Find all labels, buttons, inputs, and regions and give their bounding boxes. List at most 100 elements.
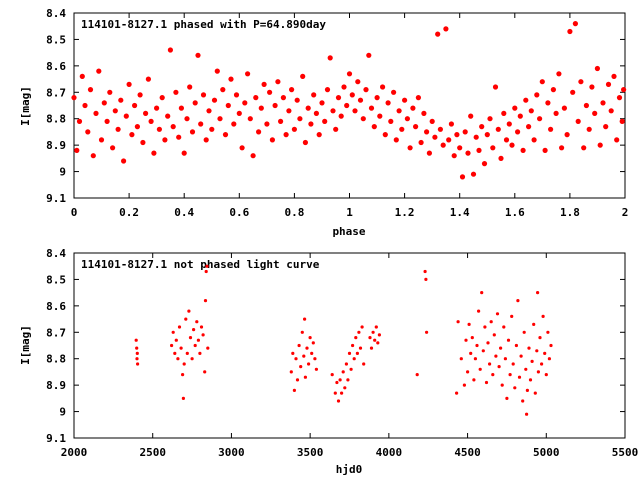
data-point-top [123, 113, 129, 119]
data-point-top [487, 116, 493, 122]
y-tick-label: 8.9 [46, 139, 66, 152]
data-point-bottom [181, 373, 185, 377]
data-point-top [132, 102, 138, 109]
data-point-top [484, 132, 490, 138]
data-point-bottom [530, 359, 534, 363]
x-tick-label: 1.8 [560, 206, 580, 219]
data-point-top [435, 31, 441, 37]
data-point-bottom [173, 351, 177, 355]
data-point-bottom [198, 351, 202, 355]
data-point-top [454, 132, 460, 138]
data-point-top [470, 171, 477, 177]
data-point-top [429, 118, 435, 124]
data-point-top [101, 100, 107, 106]
data-point-top [217, 116, 223, 122]
data-point-top [311, 92, 317, 98]
data-point-top [148, 118, 154, 124]
data-point-top [531, 137, 537, 143]
data-point-top [509, 142, 515, 148]
data-point-bottom [464, 338, 468, 342]
data-points-bottom [134, 264, 553, 416]
data-point-bottom [508, 373, 512, 377]
data-point-top [335, 95, 342, 101]
data-point-bottom [499, 346, 503, 350]
data-point-bottom [206, 346, 210, 350]
data-point-bottom [543, 351, 547, 355]
data-point-top [426, 150, 432, 156]
data-point-top [258, 105, 264, 111]
data-point-bottom [470, 336, 474, 340]
data-point-bottom [170, 343, 174, 348]
data-point-top [267, 89, 273, 95]
data-point-top [173, 89, 179, 95]
data-point-top [211, 97, 218, 103]
data-point-top [195, 52, 201, 58]
x-tick-label: 2500 [139, 446, 166, 459]
y-tick-label: 9 [59, 406, 66, 419]
x-tick-label: 3000 [218, 446, 245, 459]
data-point-bottom [294, 357, 298, 361]
data-point-top [355, 79, 361, 85]
data-point-top [333, 126, 339, 132]
data-point-bottom [547, 357, 552, 361]
data-point-top [96, 68, 102, 74]
data-point-bottom [377, 333, 381, 337]
data-point-top [330, 108, 336, 114]
data-point-bottom [358, 346, 363, 350]
data-point-top [286, 108, 292, 114]
data-point-bottom [201, 333, 205, 337]
data-point-bottom [181, 396, 185, 400]
data-point-bottom [517, 375, 522, 379]
data-point-top [396, 108, 402, 114]
data-point-top [476, 147, 482, 153]
data-point-top [413, 124, 419, 130]
data-point-bottom [346, 378, 350, 382]
data-point-top [272, 102, 278, 109]
y-tick-label: 8.8 [46, 113, 66, 126]
data-point-top [548, 126, 554, 132]
data-point-top [87, 87, 94, 93]
data-point-top [344, 102, 350, 109]
data-point-bottom [469, 351, 473, 355]
data-point-top [104, 118, 110, 124]
data-point-bottom [549, 343, 553, 348]
data-point-bottom [466, 370, 470, 374]
data-point-top [605, 81, 612, 87]
data-point-top [619, 118, 625, 124]
data-point-top [468, 113, 474, 119]
data-point-top [575, 118, 581, 124]
data-point-bottom [204, 269, 208, 274]
data-point-top [561, 105, 568, 111]
x-tick-label: 0.8 [284, 206, 304, 219]
data-point-top [506, 121, 512, 127]
data-point-bottom [536, 291, 540, 295]
data-point-top [503, 137, 510, 143]
data-point-top [465, 150, 471, 156]
data-point-top [512, 105, 518, 111]
data-point-top [162, 137, 168, 143]
data-point-bottom [176, 357, 180, 361]
data-point-top [570, 89, 576, 95]
y-tick-label: 8.7 [46, 86, 66, 99]
data-point-bottom [291, 351, 295, 355]
y-axis-label-bottom: I[mag] [19, 325, 32, 365]
data-point-bottom [302, 354, 306, 358]
data-point-top [159, 95, 165, 101]
data-point-bottom [536, 370, 541, 374]
y-tick-label: 9 [59, 166, 66, 179]
x-tick-label: 5000 [533, 446, 560, 459]
data-point-bottom [297, 343, 301, 348]
data-point-top [391, 89, 397, 95]
data-point-top [418, 139, 424, 146]
axis-ticks-top: 0 0.2 0.4 0.6 0.8 1 1.2 1.4 1.6 1.8 2 8.4 8.5 8.6 8.7 8… [46, 7, 628, 219]
data-point-top [167, 47, 173, 53]
data-point-top [366, 52, 372, 58]
data-point-top [225, 102, 231, 109]
y-tick-label: 8.8 [46, 353, 66, 366]
data-point-top [589, 84, 595, 90]
data-point-top [228, 76, 234, 82]
data-point-top [537, 116, 543, 122]
data-point-top [269, 137, 275, 143]
data-point-bottom [541, 314, 545, 318]
data-point-bottom [546, 330, 550, 334]
